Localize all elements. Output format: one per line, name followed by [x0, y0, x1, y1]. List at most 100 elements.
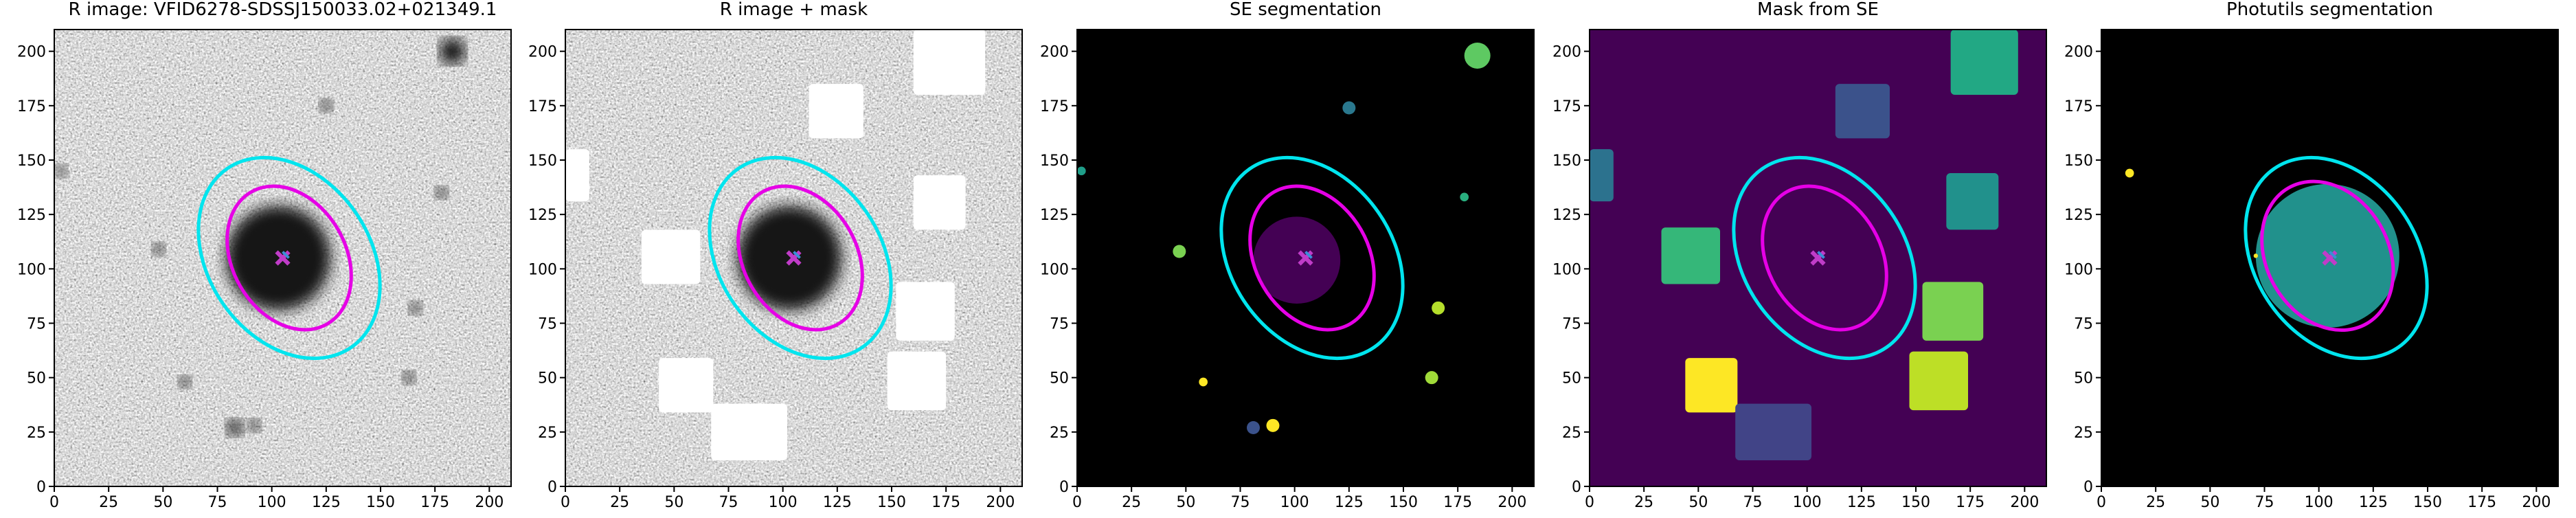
region — [1247, 421, 1260, 434]
x-tick-label: 75 — [2255, 494, 2274, 511]
y-tick-label: 25 — [1050, 425, 1069, 442]
region — [409, 301, 422, 315]
y-tick-label: 50 — [1562, 370, 1581, 387]
y-tick-label: 50 — [27, 370, 46, 387]
region — [913, 30, 986, 95]
region — [435, 186, 449, 199]
center-marker — [282, 251, 290, 259]
center-marker — [1304, 251, 1313, 259]
y-tick-label: 0 — [36, 479, 46, 496]
x-tick-label: 50 — [153, 494, 172, 511]
region — [1922, 282, 1984, 341]
aperture-ellipse — [196, 155, 382, 361]
y-tick-label: 200 — [1552, 44, 1581, 61]
y-tick-label: 150 — [17, 153, 46, 170]
panel-title: SE segmentation — [1230, 0, 1381, 20]
y-tick-label: 125 — [17, 207, 46, 224]
panel: Photutils segmentation 0 25 50 75 100 125 150 17… — [2064, 0, 2559, 511]
y-tick-label: 200 — [2064, 44, 2093, 61]
region — [1735, 403, 1811, 460]
aperture-ellipse — [1732, 155, 1917, 361]
panel: R image + mask 0 25 50 75 100 125 150 175 200 0 25 5… — [528, 0, 1023, 511]
region — [1173, 245, 1186, 258]
image-area — [54, 30, 511, 486]
region — [896, 282, 955, 341]
x-tick-label: 100 — [2305, 494, 2334, 511]
axes-frame — [1589, 29, 2047, 487]
axes-frame — [1076, 29, 1535, 487]
region — [1909, 351, 1968, 411]
x-tick-label: 200 — [2010, 494, 2039, 511]
x-tick-label: 0 — [561, 494, 570, 511]
y-tick-label: 100 — [1552, 261, 1581, 278]
x-tick-label: 0 — [1585, 494, 1594, 511]
x-tick-label: 100 — [769, 494, 798, 511]
x-tick-label: 75 — [208, 494, 227, 511]
region — [737, 205, 842, 311]
x-tick-label: 50 — [2200, 494, 2219, 511]
x-tick-label: 25 — [1122, 494, 1141, 511]
aperture-ellipse — [1761, 184, 1888, 332]
y-tick-label: 150 — [1552, 153, 1581, 170]
axes-frame — [2101, 29, 2559, 487]
region — [1266, 418, 1280, 432]
axes-frame — [565, 29, 1023, 487]
image-area — [1077, 30, 1534, 486]
region — [1464, 43, 1491, 69]
region — [659, 358, 714, 413]
x-tick-label: 175 — [1443, 494, 1472, 511]
x-tick-label: 150 — [1901, 494, 1930, 511]
panel-title: R image + mask — [720, 0, 868, 20]
x-tick-label: 25 — [610, 494, 629, 511]
center-marker — [1810, 250, 1826, 266]
region — [226, 418, 244, 437]
y-tick-label: 200 — [1040, 44, 1069, 61]
region — [2253, 254, 2258, 258]
center-marker — [1817, 251, 1825, 259]
panel-title: R image: VFID6278-SDSSJ150033.02+021349.… — [69, 0, 497, 20]
x-tick-label: 75 — [1231, 494, 1250, 511]
y-tick-label: 25 — [538, 425, 557, 442]
x-tick-label: 0 — [49, 494, 59, 511]
x-tick-label: 125 — [312, 494, 341, 511]
region — [641, 229, 701, 284]
y-tick-label: 175 — [1040, 98, 1069, 115]
x-tick-label: 50 — [1688, 494, 1708, 511]
x-tick-label: 150 — [366, 494, 395, 511]
y-tick-label: 125 — [2064, 207, 2093, 224]
aperture-ellipse — [1248, 184, 1376, 332]
region — [565, 149, 589, 202]
region — [809, 84, 863, 139]
y-tick-label: 175 — [17, 98, 46, 115]
aperture-ellipse — [225, 184, 353, 332]
x-tick-label: 50 — [1176, 494, 1195, 511]
y-tick-label: 50 — [1050, 370, 1069, 387]
region — [439, 38, 466, 65]
region — [1253, 216, 1341, 304]
aperture-ellipse — [1219, 155, 1405, 361]
x-tick-label: 200 — [475, 494, 504, 511]
y-tick-label: 150 — [2064, 153, 2093, 170]
aperture-ellipse — [2244, 155, 2429, 361]
y-tick-label: 100 — [1040, 261, 1069, 278]
panel: Mask from SE 0 25 50 75 100 125 150 175 200 0 25 50 7… — [1552, 0, 2047, 511]
region — [1661, 227, 1720, 284]
region — [1432, 301, 1445, 315]
y-tick-label: 175 — [528, 98, 557, 115]
x-tick-label: 125 — [2359, 494, 2388, 511]
x-tick-label: 25 — [99, 494, 118, 511]
x-tick-label: 125 — [1847, 494, 1876, 511]
center-marker — [1298, 250, 1313, 266]
panel: R image: VFID6278-SDSSJ150033.02+021349.… — [17, 0, 512, 511]
region — [1460, 192, 1469, 202]
x-tick-label: 75 — [1743, 494, 1763, 511]
x-tick-label: 175 — [420, 494, 449, 511]
y-tick-label: 175 — [1552, 98, 1581, 115]
panel: SE segmentation 0 25 50 75 100 125 150 175 200 0 25… — [1040, 0, 1535, 511]
image-area — [1590, 30, 2046, 486]
region — [319, 99, 333, 113]
x-tick-label: 200 — [1498, 494, 1526, 511]
x-tick-label: 100 — [1280, 494, 1309, 511]
